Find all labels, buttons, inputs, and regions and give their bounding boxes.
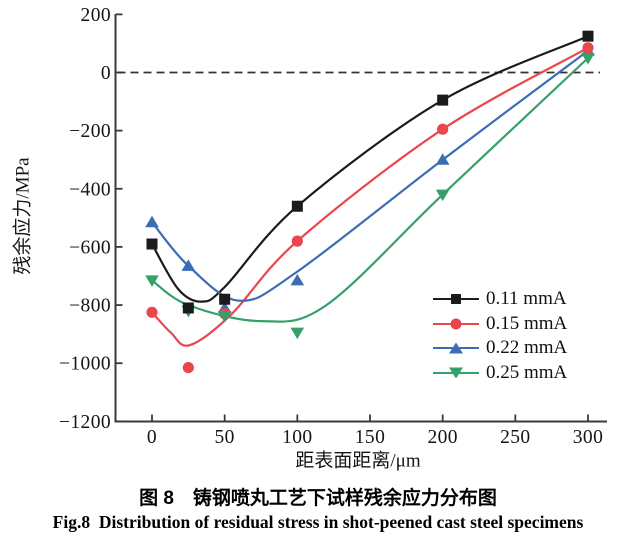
legend-label: 0.25 mmA <box>486 361 568 383</box>
data-point-0.15mmA <box>437 123 449 135</box>
data-point-0.11mmA <box>582 30 594 42</box>
y-tick-label: −600 <box>69 237 111 258</box>
y-tick-label: −800 <box>69 296 111 317</box>
y-tick-label: 200 <box>81 5 111 26</box>
data-point-0.22mmA <box>181 259 196 271</box>
data-point-0.22mmA <box>290 273 305 286</box>
y-tick-label: −1200 <box>59 412 111 433</box>
legend-label: 0.11 mmA <box>486 288 567 310</box>
legend-marker-triangle-up-icon <box>449 342 463 354</box>
data-point-0.11mmA <box>219 293 231 305</box>
data-point-0.25mmA <box>145 275 159 287</box>
legend-marker-circle-icon <box>450 318 462 330</box>
caption-chinese: 图 8 铸钢喷丸工艺下试样残余应力分布图 <box>139 488 497 509</box>
axes <box>114 14 607 423</box>
x-tick-label: 200 <box>427 427 457 448</box>
data-point-0.11mmA <box>146 238 158 250</box>
data-point-0.11mmA <box>437 94 449 106</box>
data-point-0.15mmA <box>582 42 594 54</box>
legend-label: 0.15 mmA <box>486 312 568 334</box>
x-tick-label: 100 <box>282 427 312 448</box>
series-curve-0.25mmA <box>151 57 589 323</box>
legend-item-0.22mmA: 0.22 mmA <box>433 336 567 361</box>
legend-key-triangle-down <box>433 366 479 380</box>
data-point-0.15mmA <box>182 361 194 374</box>
data-point-0.11mmA <box>182 302 194 314</box>
y-tick-label: −200 <box>69 121 111 142</box>
data-point-0.25mmA <box>290 327 305 340</box>
legend-key-circle <box>433 317 479 331</box>
series-curve-0.22mmA <box>151 49 589 302</box>
x-tick-label: 250 <box>500 427 530 448</box>
x-tick-label: 50 <box>215 427 235 448</box>
chart-legend: 0.11 mmA 0.15 mmA 0.22 mmA 0.25 mmA <box>433 287 567 385</box>
legend-item-0.11mmA: 0.11 mmA <box>433 287 567 312</box>
legend-item-0.15mmA: 0.15 mmA <box>433 312 567 337</box>
x-axis-title: 距表面距离/μm <box>295 450 421 472</box>
x-tick-label: 0 <box>147 427 157 448</box>
y-tick-label: −1000 <box>59 354 111 375</box>
x-tick-label: 150 <box>355 427 385 448</box>
data-point-0.22mmA <box>435 153 450 165</box>
data-point-0.11mmA <box>291 200 303 212</box>
y-tick-label: 0 <box>101 63 111 84</box>
data-point-0.25mmA <box>581 52 595 65</box>
y-tick-label: −400 <box>69 179 111 200</box>
data-point-0.25mmA <box>217 311 232 323</box>
series-curve-0.11mmA <box>151 35 589 303</box>
y-axis-title: 残余应力/MPa <box>12 157 34 275</box>
legend-marker-square-icon <box>451 294 461 305</box>
legend-label: 0.22 mmA <box>486 337 568 359</box>
data-point-0.25mmA <box>435 189 450 202</box>
legend-marker-triangle-down-icon <box>449 367 463 379</box>
series-curve-0.15mmA <box>151 46 589 347</box>
caption-english: Fig.8 Distribution of residual stress in… <box>52 512 584 532</box>
chart-plot-area: 200 0 −200 −400 −600 −800 −1000 −1200 0 50 100 150 2… <box>59 5 607 448</box>
data-point-0.15mmA <box>146 306 158 318</box>
legend-key-square <box>433 292 479 306</box>
legend-key-triangle-up <box>433 341 479 355</box>
data-point-0.22mmA <box>145 215 159 228</box>
data-point-0.15mmA <box>291 235 303 247</box>
x-tick-label: 300 <box>573 427 603 448</box>
legend-item-0.25mmA: 0.25 mmA <box>433 361 567 386</box>
